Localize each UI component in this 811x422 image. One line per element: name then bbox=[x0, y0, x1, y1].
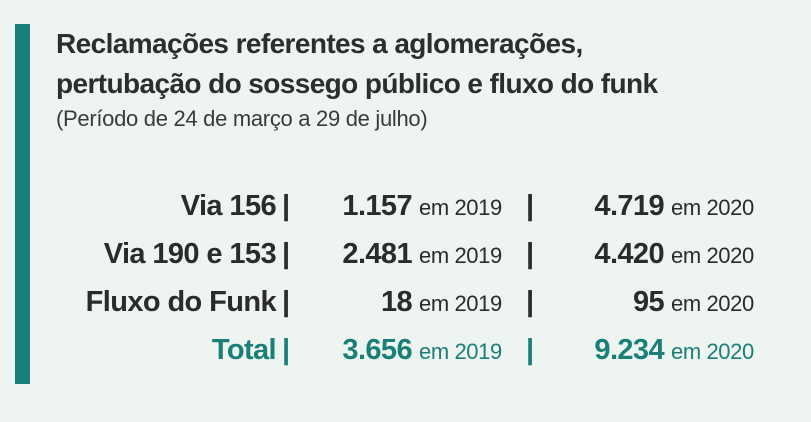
value-2020: 4.420 bbox=[594, 238, 664, 270]
separator: | bbox=[525, 286, 535, 318]
subtitle: (Período de 24 de março a 29 de julho) bbox=[56, 106, 428, 131]
value-2019: 1.157 bbox=[342, 190, 412, 222]
separator: | bbox=[525, 238, 535, 270]
row-label: Fluxo do Funk bbox=[85, 286, 277, 318]
unit-2019: em 2019 bbox=[419, 195, 502, 220]
unit-2020: em 2020 bbox=[671, 339, 754, 364]
unit-2020: em 2020 bbox=[671, 195, 754, 220]
row-label: Total bbox=[211, 334, 277, 366]
stats-row-fluxo-do-funk: Fluxo do Funk | 18 em 2019 | 95 em 2020 bbox=[56, 286, 773, 334]
separator: | bbox=[281, 238, 291, 270]
value-2019: 18 bbox=[380, 286, 413, 318]
separator: | bbox=[525, 190, 535, 222]
unit-2019: em 2019 bbox=[419, 291, 502, 316]
value-2019: 3.656 bbox=[342, 334, 412, 366]
row-label: Via 156 bbox=[180, 190, 277, 222]
title-line-1: Reclamações referentes a aglomerações, bbox=[56, 28, 583, 59]
unit-2019: em 2019 bbox=[419, 339, 502, 364]
value-2019: 2.481 bbox=[342, 238, 412, 270]
stats-row-total: Total | 3.656 em 2019 | 9.234 em 2020 bbox=[56, 334, 773, 382]
infobox: Reclamações referentes a aglomerações, p… bbox=[56, 24, 786, 366]
row-label: Via 190 e 153 bbox=[103, 238, 277, 270]
value-2020: 4.719 bbox=[594, 190, 664, 222]
accent-bar bbox=[15, 24, 30, 384]
separator: | bbox=[281, 190, 291, 222]
separator: | bbox=[525, 334, 535, 366]
separator: | bbox=[281, 286, 291, 318]
value-2020: 95 bbox=[632, 286, 665, 318]
stats-row-via-156: Via 156 | 1.157 em 2019 | 4.719 em 2020 bbox=[56, 190, 773, 238]
unit-2020: em 2020 bbox=[671, 243, 754, 268]
unit-2019: em 2019 bbox=[419, 243, 502, 268]
stats-row-via-190-153: Via 190 e 153 | 2.481 em 2019 | 4.420 em… bbox=[56, 238, 773, 286]
title-line-2: pertubação do sossego público e fluxo do… bbox=[56, 68, 658, 99]
separator: | bbox=[281, 334, 291, 366]
unit-2020: em 2020 bbox=[671, 291, 754, 316]
stats-table: Via 156 | 1.157 em 2019 | 4.719 em 2020 … bbox=[56, 190, 773, 382]
value-2020: 9.234 bbox=[594, 334, 664, 366]
